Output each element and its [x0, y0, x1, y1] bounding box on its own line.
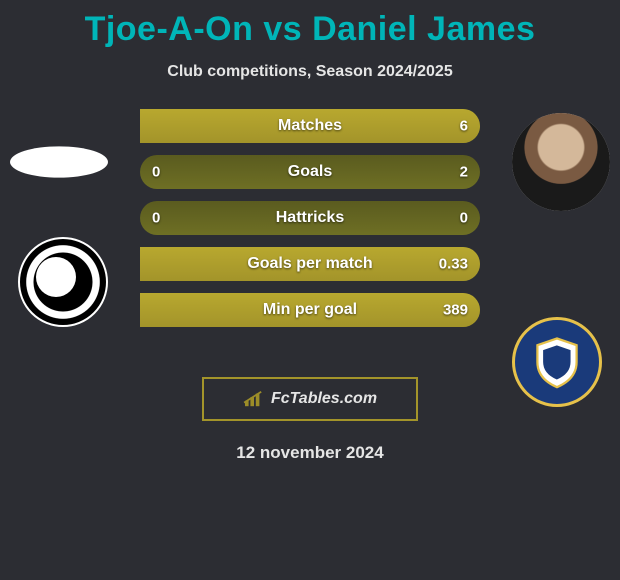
stat-bars: Matches 6 Goals 0 2 Hattricks 0 0 Goals per matc… — [140, 109, 480, 339]
stat-value-right: 0.33 — [439, 256, 468, 273]
player-left-avatar — [10, 146, 108, 177]
watermark-text: FcTables.com — [271, 390, 377, 408]
watermark-badge: FcTables.com — [202, 377, 418, 421]
stat-value-left: 0 — [152, 164, 160, 181]
bar-chart-icon — [243, 390, 265, 408]
stat-label: Matches — [278, 117, 342, 135]
stat-value-left: 0 — [152, 210, 160, 227]
stat-value-right: 2 — [460, 164, 468, 181]
club-right-logo — [512, 317, 602, 407]
stat-row: Matches 6 — [140, 109, 480, 143]
stat-value-right: 0 — [460, 210, 468, 227]
comparison-arena: Matches 6 Goals 0 2 Hattricks 0 0 Goals per matc… — [0, 109, 620, 369]
date-label: 12 november 2024 — [0, 443, 620, 463]
page-title: Tjoe-A-On vs Daniel James — [0, 0, 620, 49]
stat-label: Hattricks — [276, 209, 344, 227]
stat-row: Goals 0 2 — [140, 155, 480, 189]
stat-row: Hattricks 0 0 — [140, 201, 480, 235]
shield-icon — [529, 334, 585, 390]
subtitle: Club competitions, Season 2024/2025 — [0, 63, 620, 81]
player-right-avatar — [512, 113, 610, 211]
stat-value-right: 389 — [443, 302, 468, 319]
club-left-logo — [18, 237, 108, 327]
stat-value-right: 6 — [460, 118, 468, 135]
stat-row: Goals per match 0.33 — [140, 247, 480, 281]
stat-label: Goals per match — [247, 255, 372, 273]
stat-label: Min per goal — [263, 301, 357, 319]
stat-label: Goals — [288, 163, 332, 181]
stat-row: Min per goal 389 — [140, 293, 480, 327]
